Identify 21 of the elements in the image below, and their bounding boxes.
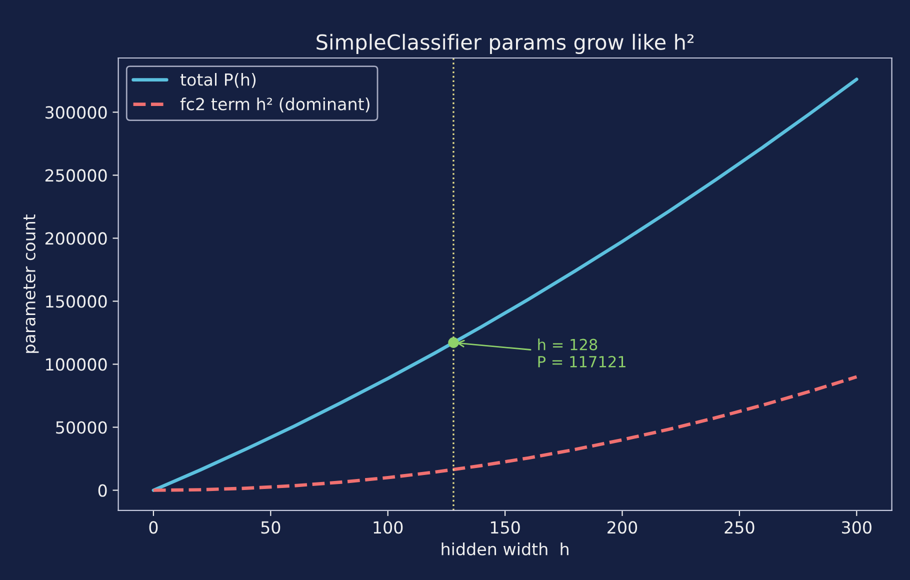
x-axis-title: hidden width h: [442, 542, 568, 556]
legend-label: fc2 term h² (dominant): [180, 97, 370, 112]
y-tick-label: 50000: [56, 421, 107, 434]
x-tick-label: 250: [724, 521, 754, 534]
x-tick-label: 0: [149, 521, 158, 534]
y-tick-label: 0: [98, 484, 107, 497]
chart-title: SimpleClassifier params grow like h²: [316, 34, 694, 54]
x-tick-label: 100: [374, 521, 403, 534]
y-tick-label: 250000: [45, 169, 107, 182]
line-series: [152, 375, 858, 492]
x-tick-label: 300: [842, 521, 872, 534]
y-tick-label: 300000: [46, 106, 107, 119]
annotation: h = 128 P = 117121: [538, 338, 626, 368]
y-axis-title: parameter count: [24, 214, 39, 353]
y-tick-label: 200000: [45, 232, 107, 245]
x-tick-label: 200: [608, 521, 638, 534]
y-tick-label: 150000: [46, 295, 107, 308]
x-tick-label: 150: [490, 521, 520, 534]
legend-label: total P(h): [180, 73, 256, 88]
y-tick-label: 100000: [46, 358, 107, 371]
x-tick-label: 50: [261, 521, 280, 534]
